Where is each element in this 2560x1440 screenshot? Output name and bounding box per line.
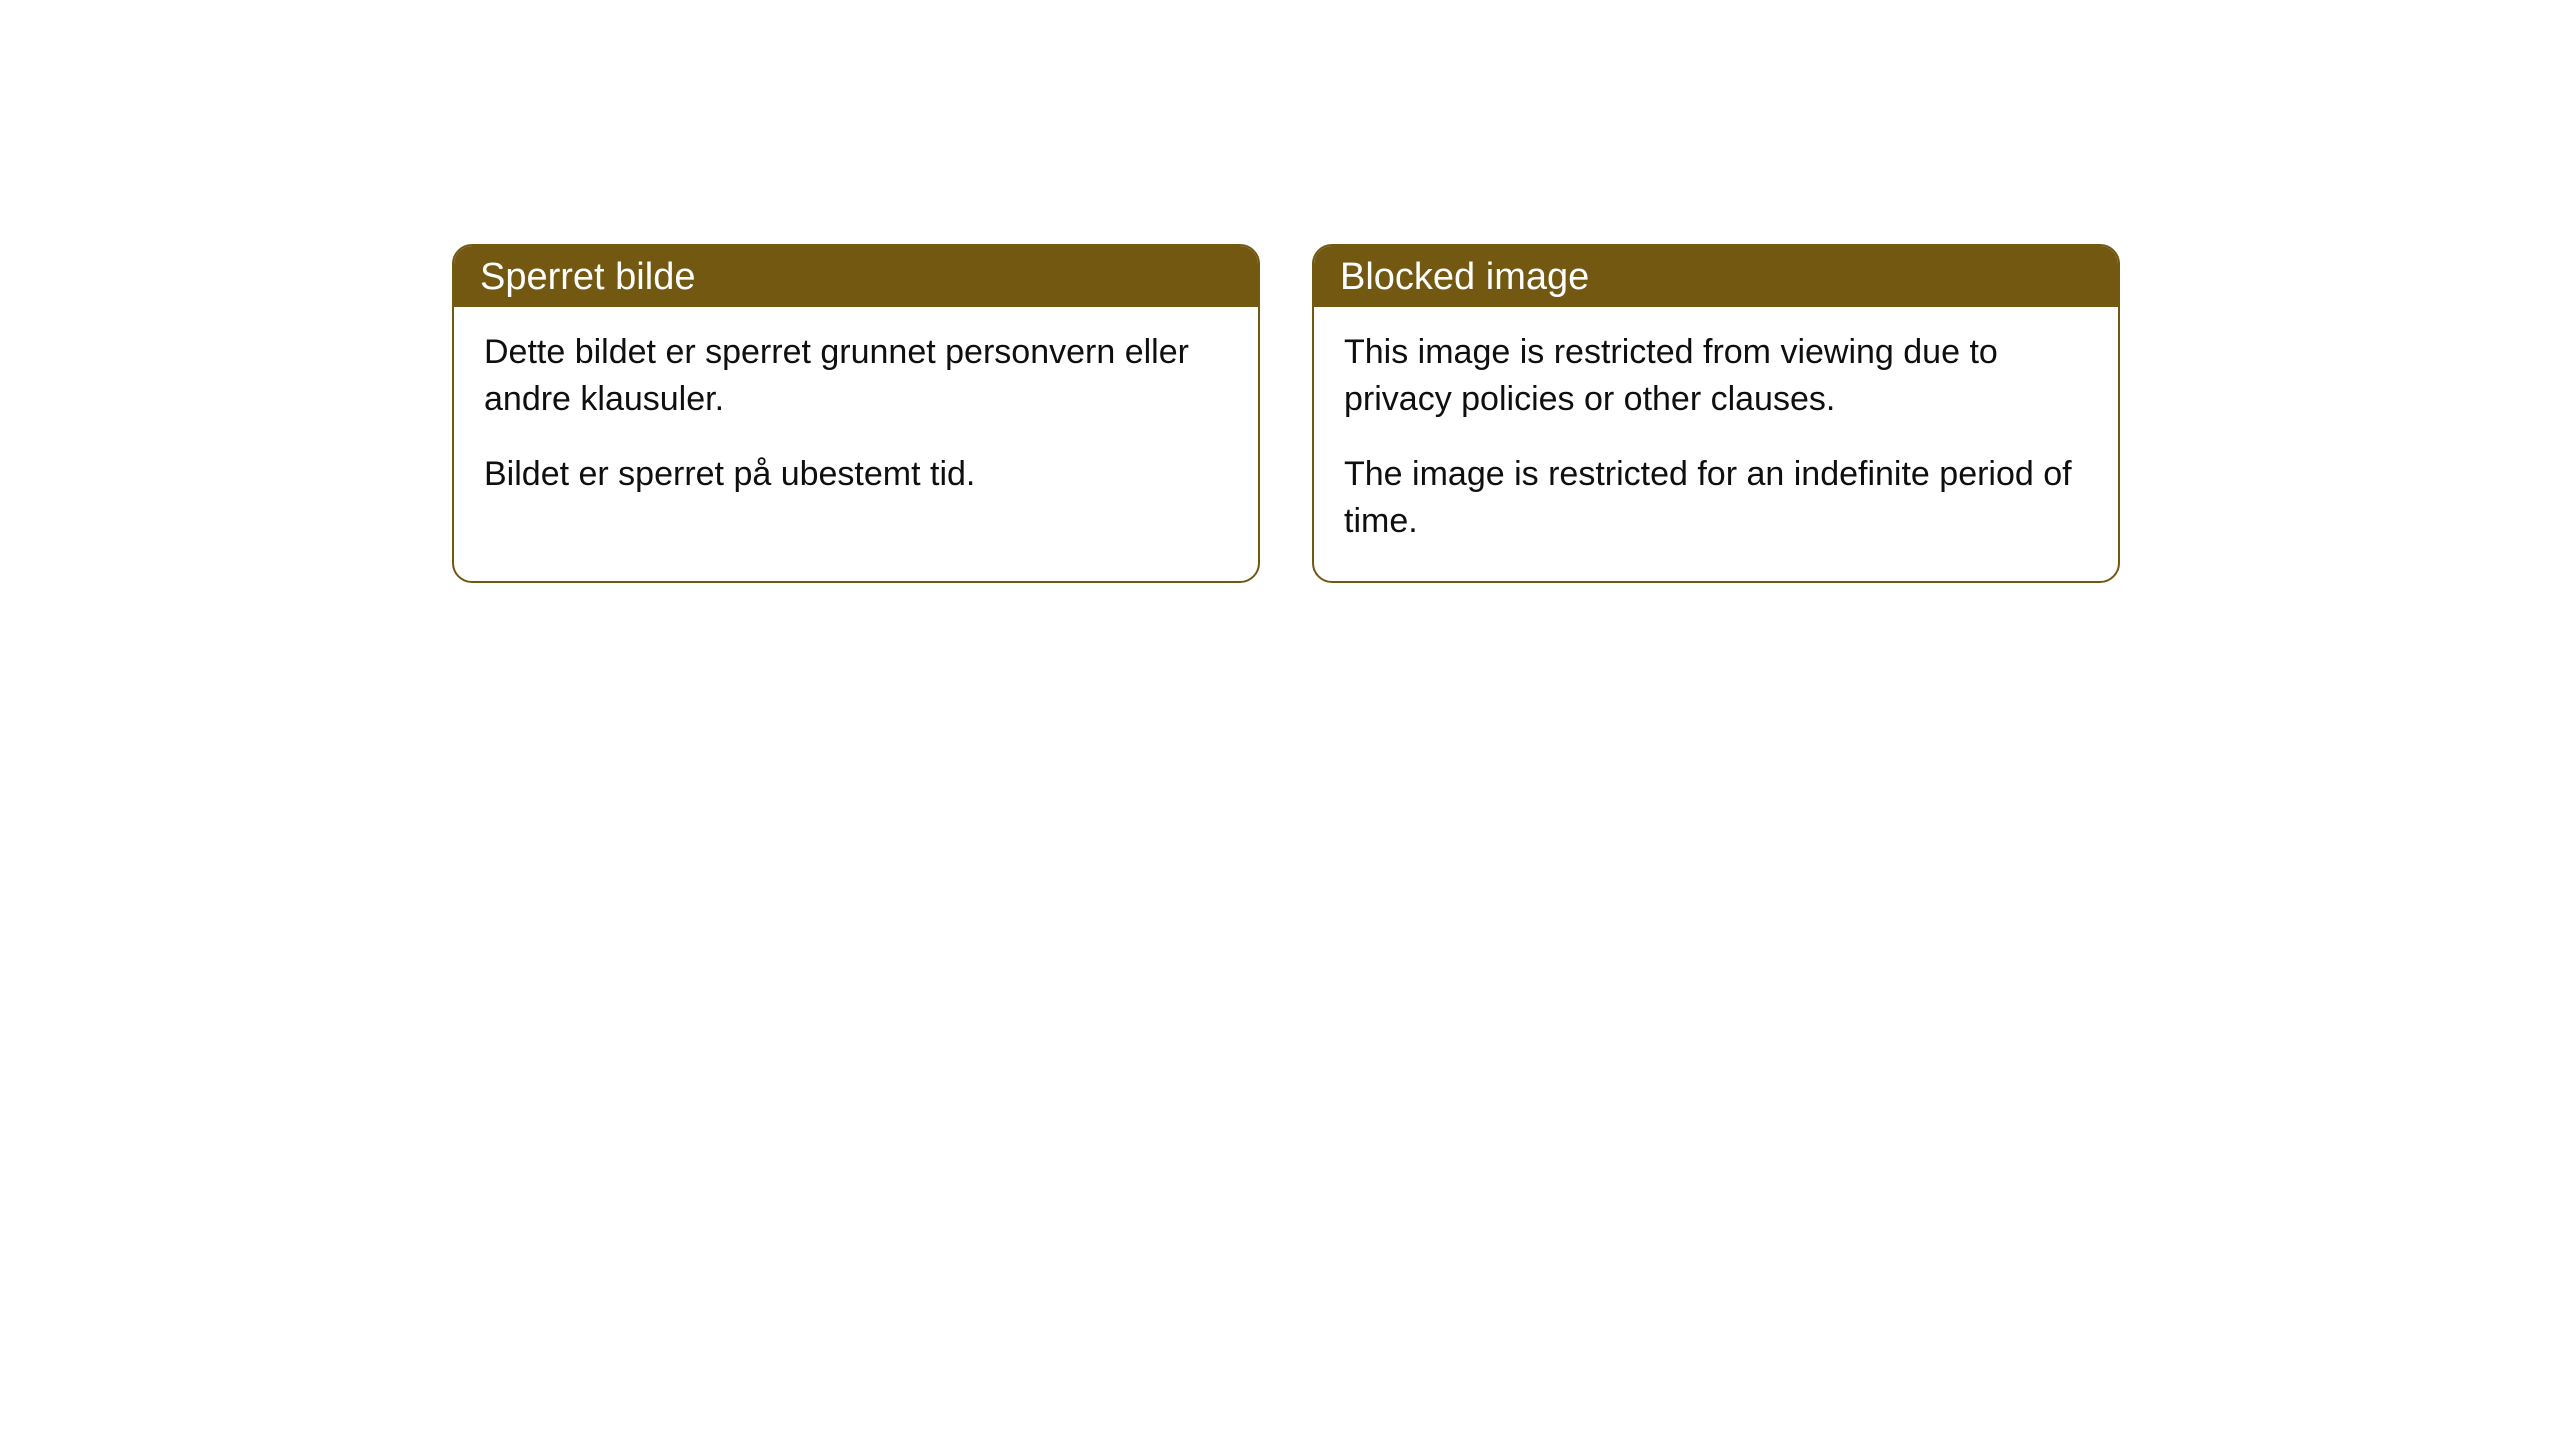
card-header-english: Blocked image	[1314, 246, 2118, 307]
cards-container: Sperret bilde Dette bildet er sperret gr…	[0, 0, 2560, 583]
card-header-norwegian: Sperret bilde	[454, 246, 1258, 307]
card-paragraph: Dette bildet er sperret grunnet personve…	[484, 329, 1228, 423]
card-paragraph: The image is restricted for an indefinit…	[1344, 451, 2088, 545]
card-body-english: This image is restricted from viewing du…	[1314, 307, 2118, 581]
card-norwegian: Sperret bilde Dette bildet er sperret gr…	[452, 244, 1260, 583]
card-body-norwegian: Dette bildet er sperret grunnet personve…	[454, 307, 1258, 534]
card-english: Blocked image This image is restricted f…	[1312, 244, 2120, 583]
card-title: Blocked image	[1340, 256, 1589, 298]
card-title: Sperret bilde	[480, 256, 695, 298]
card-paragraph: Bildet er sperret på ubestemt tid.	[484, 451, 1228, 498]
card-paragraph: This image is restricted from viewing du…	[1344, 329, 2088, 423]
